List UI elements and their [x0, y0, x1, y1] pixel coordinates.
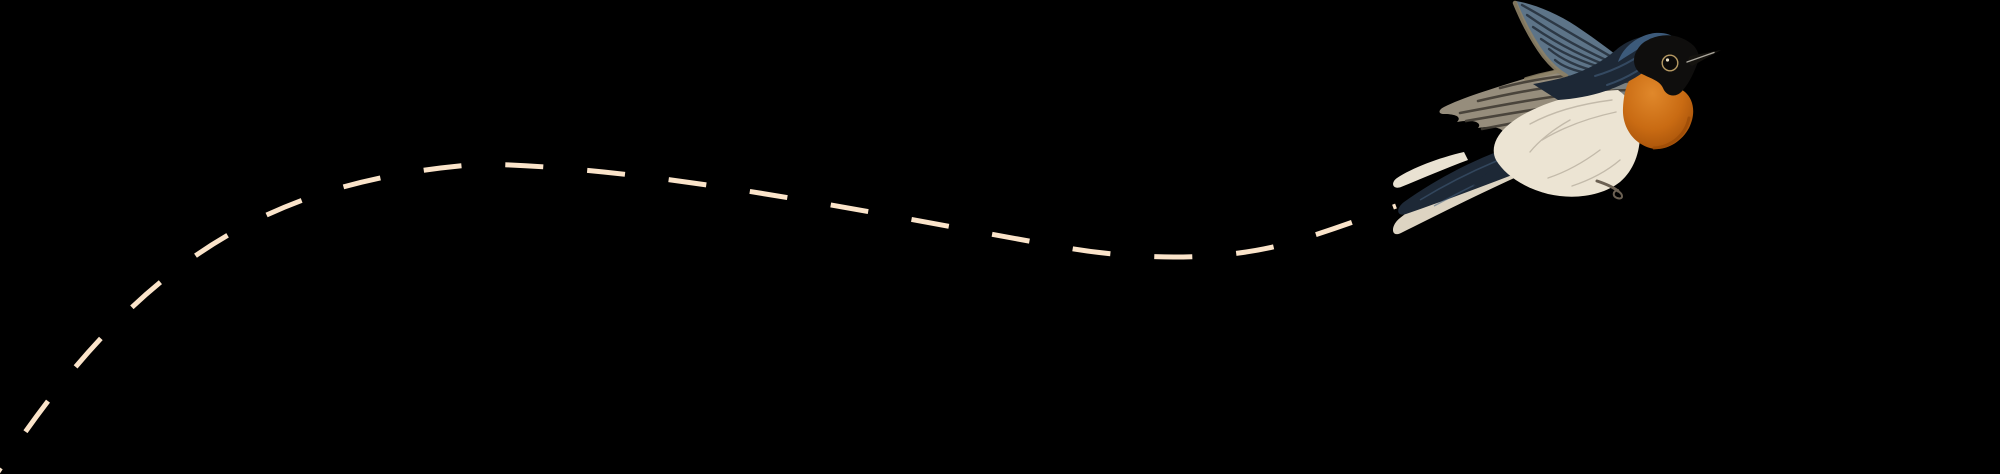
bird-eye [1664, 57, 1676, 69]
beak-gape-line [1686, 51, 1715, 63]
bird-eye-ring [1661, 54, 1679, 72]
raised-wing-leading-edge [1512, 0, 1569, 79]
feather-streak [1547, 149, 1601, 179]
chest-shadow-edge [1652, 116, 1691, 150]
bird-nape [1533, 35, 1668, 100]
swallow-image [1392, 0, 1721, 235]
breast-streaks [1529, 99, 1621, 187]
bird-body [1493, 90, 1640, 197]
flight-path-trail [0, 161, 1397, 474]
feather-streak [1529, 119, 1571, 153]
bird-foot [1595, 179, 1623, 200]
bird-beak [1688, 50, 1721, 66]
feather-streak [1571, 159, 1621, 187]
bird-eye-glint [1665, 58, 1670, 62]
foot-claw-curl [1612, 189, 1623, 200]
bird-tail-white-patch [1393, 152, 1468, 188]
feather-streak [1529, 99, 1613, 125]
feather-streak [1541, 111, 1617, 141]
